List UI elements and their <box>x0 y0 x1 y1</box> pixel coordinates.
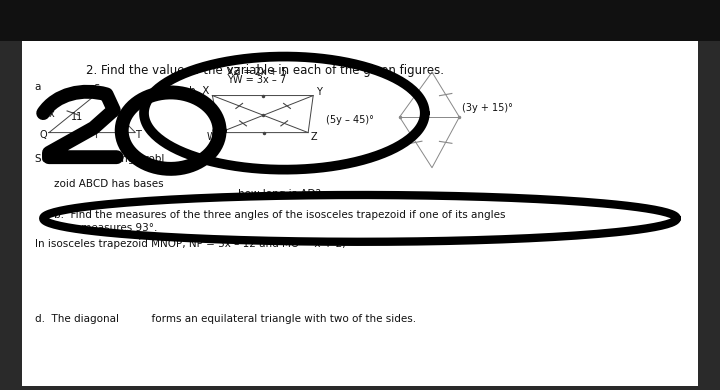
Text: Q: Q <box>40 130 48 140</box>
FancyBboxPatch shape <box>0 0 720 41</box>
Text: a: a <box>35 82 41 92</box>
Text: W: W <box>207 131 216 142</box>
Text: (5y – 45)°: (5y – 45)° <box>326 115 374 125</box>
Text: In isosceles trapezoid MNOP, NP = 3x – 12 and MO = x + 2,: In isosceles trapezoid MNOP, NP = 3x – 1… <box>35 239 345 249</box>
Text: Y: Y <box>316 87 322 97</box>
Text: Z: Z <box>311 131 318 142</box>
Text: 2. Find the value of the variable in each of the given figures.: 2. Find the value of the variable in eac… <box>86 64 444 77</box>
Text: Solve the following probl: Solve the following probl <box>35 154 164 164</box>
Text: b.  Find the measures of the three angles of the isosceles trapezoid if one of i: b. Find the measures of the three angles… <box>54 210 505 220</box>
Text: b. X: b. X <box>189 86 210 96</box>
Text: x + 6: x + 6 <box>104 109 130 119</box>
Text: YW = 3x – 7: YW = 3x – 7 <box>227 74 286 85</box>
Text: measures 93°.: measures 93°. <box>65 223 157 233</box>
Text: d.  The diagonal          forms an equilateral triangle with two of the sides.: d. The diagonal forms an equilateral tri… <box>35 314 415 324</box>
Text: zoid ABCD has bases: zoid ABCD has bases <box>54 179 163 190</box>
Text: (3y + 15)°: (3y + 15)° <box>462 103 513 113</box>
Text: S: S <box>94 83 100 94</box>
Text: T: T <box>135 130 141 140</box>
FancyBboxPatch shape <box>22 41 698 386</box>
Text: how long is AD?: how long is AD? <box>238 189 320 199</box>
Text: XZ = 2x + 5: XZ = 2x + 5 <box>227 67 287 77</box>
Text: x: x <box>49 109 55 119</box>
Text: 11: 11 <box>71 112 83 122</box>
